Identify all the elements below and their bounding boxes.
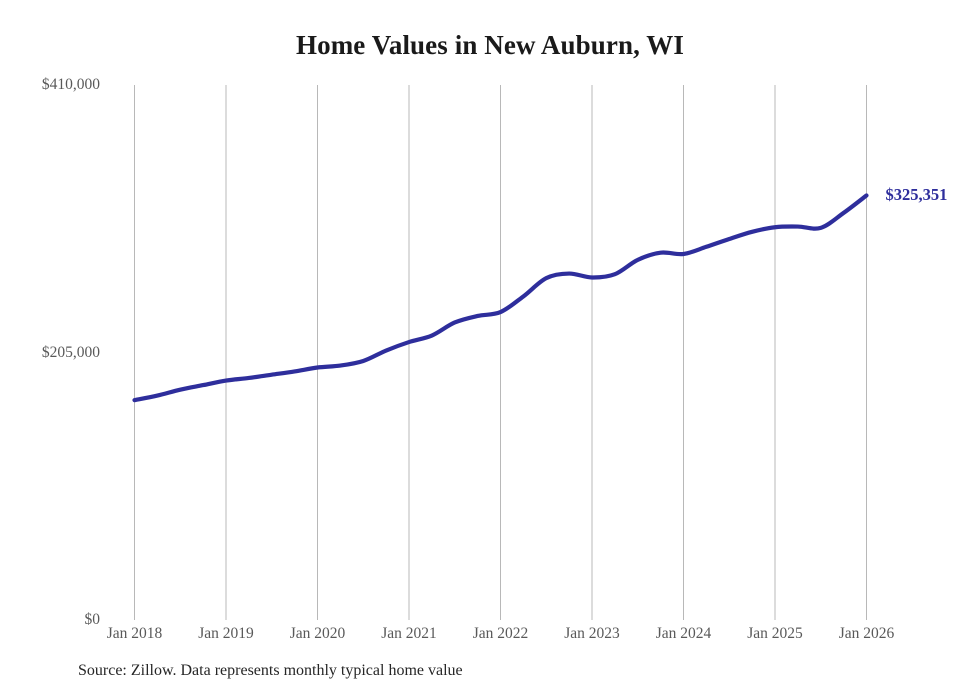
- y-tick-label: $0: [84, 611, 101, 628]
- x-tick-label: Jan 2023: [564, 625, 620, 642]
- end-value-label: $325,351: [885, 185, 948, 205]
- x-tick-label: Jan 2026: [838, 625, 895, 642]
- y-tick-label: $410,000: [41, 76, 100, 93]
- x-tick-label: Jan 2020: [289, 625, 346, 642]
- x-tick-label: Jan 2024: [655, 625, 712, 642]
- x-tick-label: Jan 2025: [747, 625, 803, 642]
- source-note: Source: Zillow. Data represents monthly …: [78, 662, 463, 679]
- x-tick-label: Jan 2022: [472, 625, 529, 642]
- x-tick-label: Jan 2021: [381, 625, 437, 642]
- gridline-group: [134, 85, 867, 620]
- x-tick-label: Jan 2018: [106, 625, 163, 642]
- page-title: Home Values in New Auburn, WI: [296, 30, 684, 60]
- y-tick-label: $205,000: [41, 343, 100, 361]
- x-tick-label: Jan 2019: [198, 625, 254, 642]
- series-line-typical-home-value: [132, 193, 869, 403]
